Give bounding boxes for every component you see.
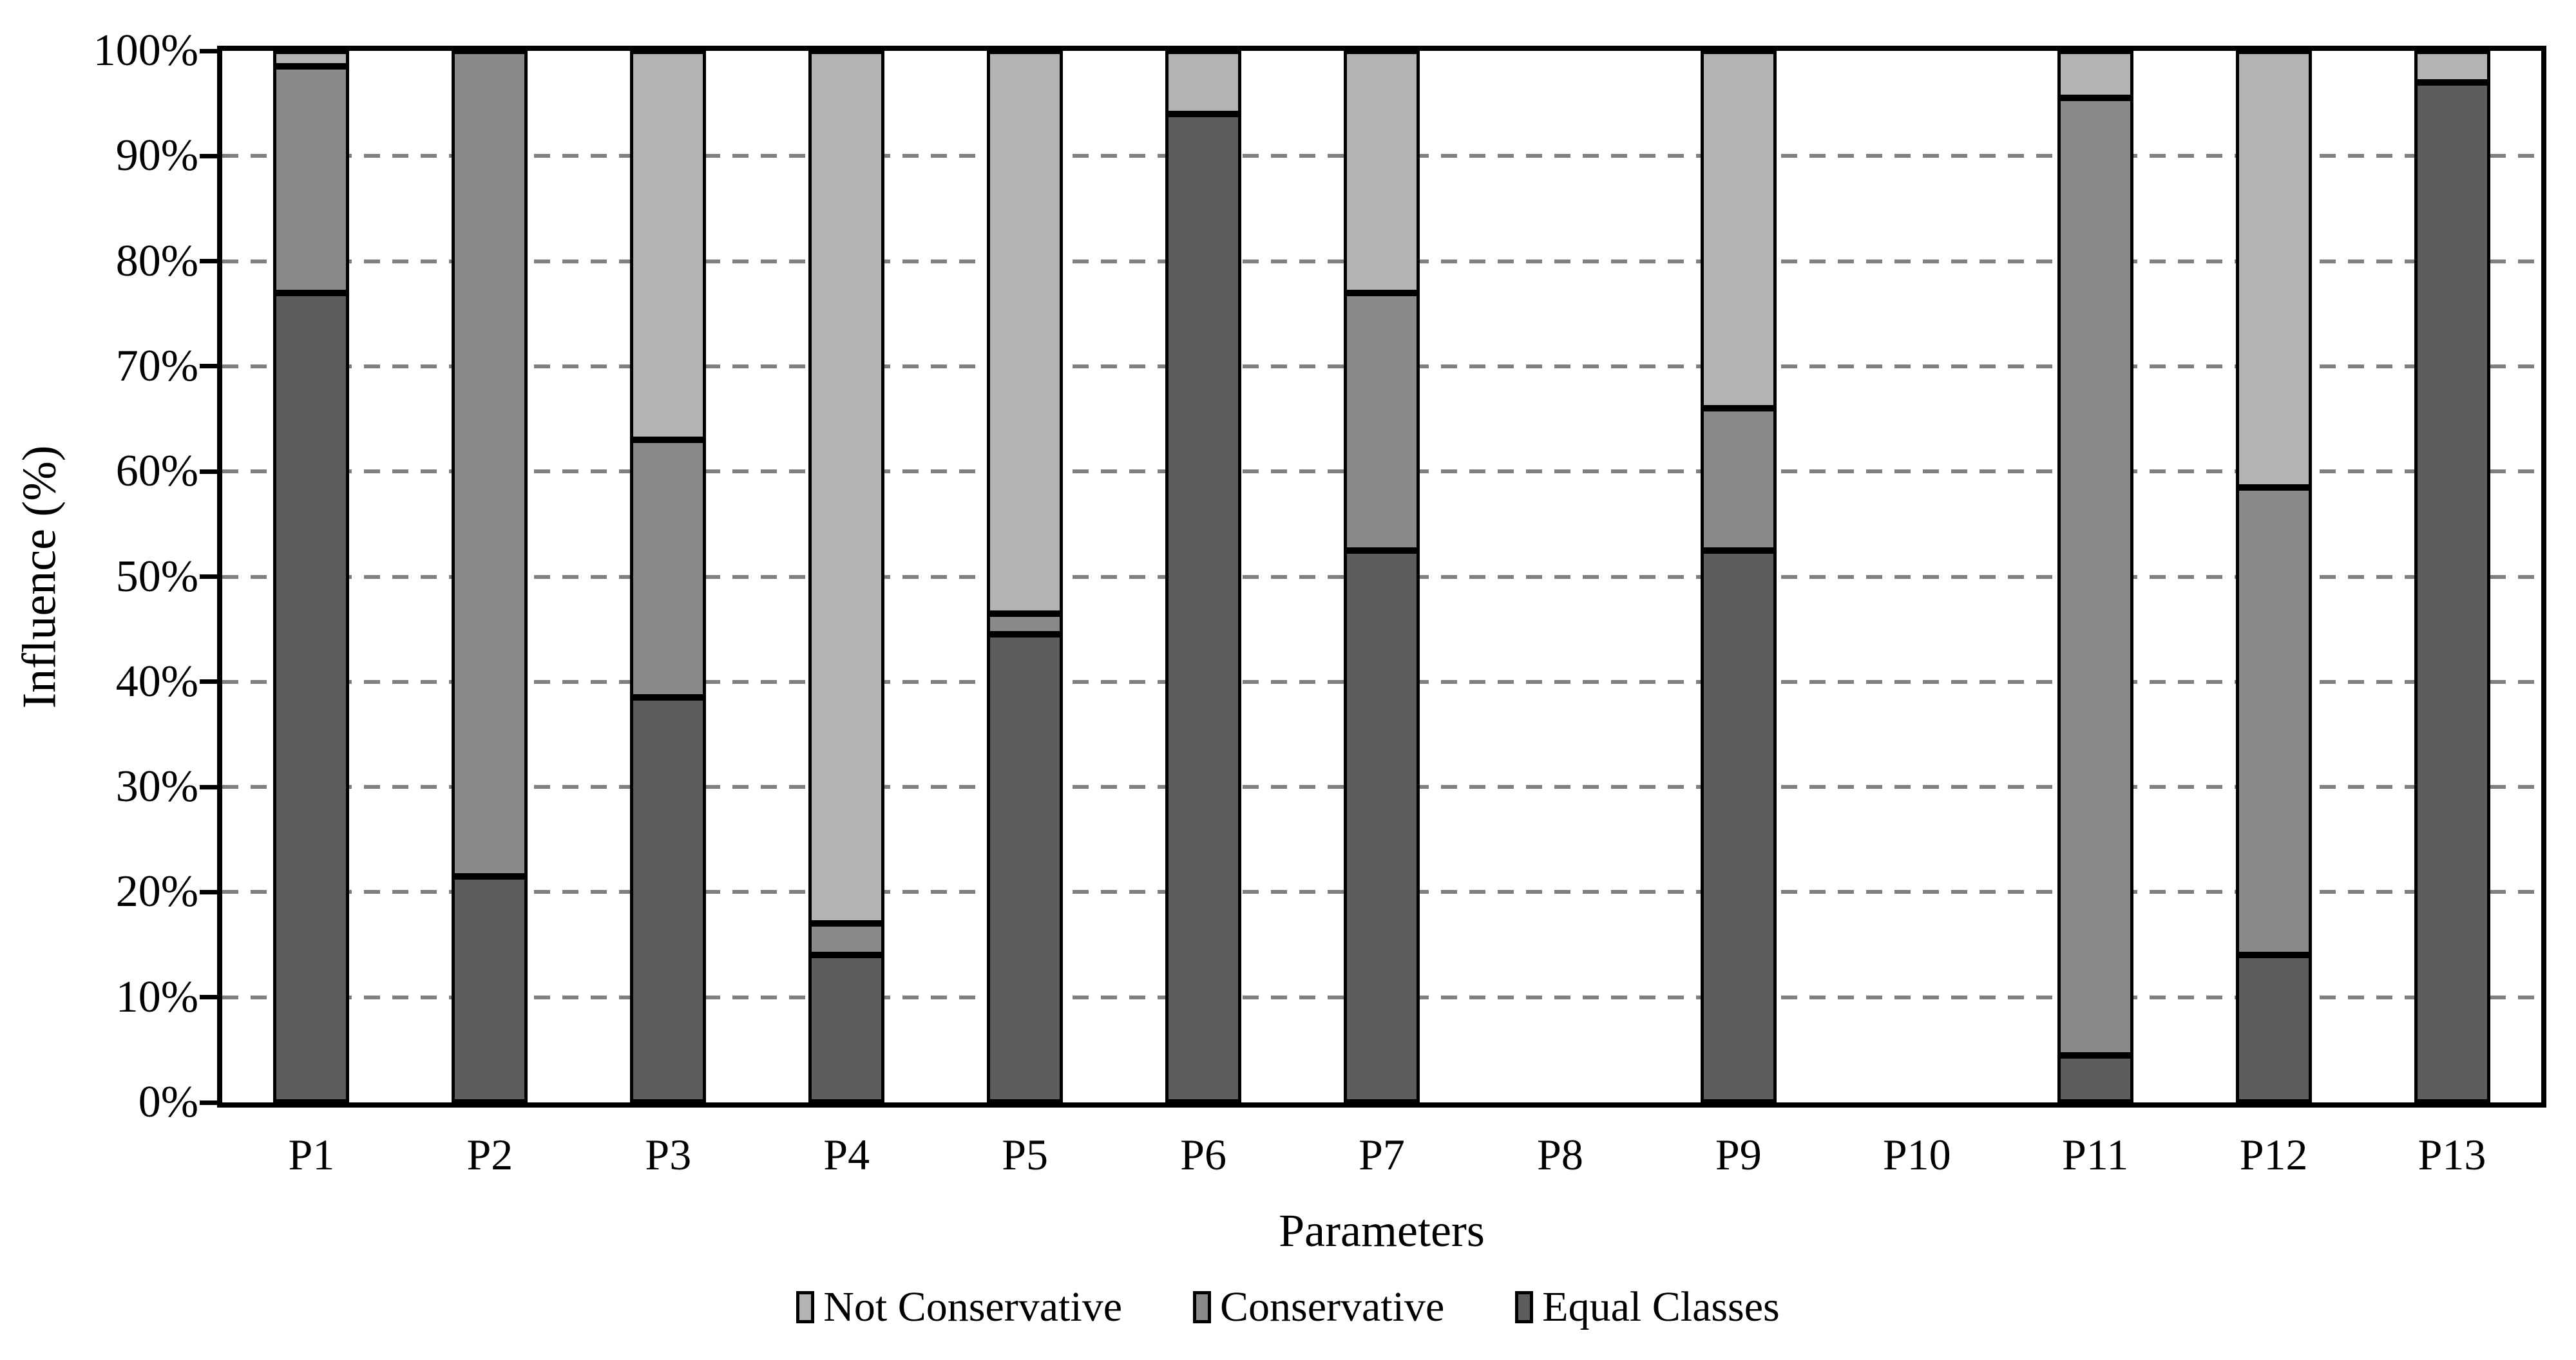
bar-segment-P6-not-conservative xyxy=(1165,51,1242,114)
y-tick-mark-60 xyxy=(200,469,218,474)
x-tick-label-P10: P10 xyxy=(1882,1130,1951,1179)
x-tick-label-P1: P1 xyxy=(288,1130,335,1179)
x-tick-label-P2: P2 xyxy=(466,1130,513,1179)
x-tick-label-P9: P9 xyxy=(1715,1130,1762,1179)
y-tick-label-20: 20% xyxy=(115,867,198,917)
y-tick-mark-50 xyxy=(200,574,218,579)
y-tick-label-70: 70% xyxy=(115,341,198,391)
y-tick-label-60: 60% xyxy=(115,446,198,496)
legend: Not Conservative Conservative Equal Classe… xyxy=(0,1285,2576,1330)
y-tick-mark-20 xyxy=(200,889,218,894)
bar-segment-P13-equal-classes xyxy=(2414,82,2490,1102)
bar-segment-P11-not-conservative xyxy=(2057,51,2133,99)
legend-item-not-conservative: Not Conservative xyxy=(796,1285,1122,1330)
bar-segment-P4-conservative xyxy=(808,923,885,956)
x-tick-label-P7: P7 xyxy=(1359,1130,1405,1179)
bar-segment-P5-equal-classes xyxy=(987,634,1064,1102)
y-tick-mark-10 xyxy=(200,995,218,1000)
bar-segment-P1-conservative xyxy=(273,66,350,293)
bar-segment-P5-conservative xyxy=(987,613,1064,635)
bar-segment-P3-not-conservative xyxy=(630,51,707,440)
bar-segment-P9-not-conservative xyxy=(1700,51,1777,409)
x-tick-label-P6: P6 xyxy=(1180,1130,1226,1179)
bar-segment-P9-equal-classes xyxy=(1700,550,1777,1102)
bar-segment-P11-equal-classes xyxy=(2057,1055,2133,1102)
y-tick-mark-40 xyxy=(200,679,218,685)
y-tick-mark-70 xyxy=(200,364,218,369)
legend-label: Conservative xyxy=(1220,1283,1445,1330)
legend-label: Equal Classes xyxy=(1542,1283,1780,1330)
bar-segment-P7-equal-classes xyxy=(1344,550,1420,1102)
bar-segment-P4-equal-classes xyxy=(808,955,885,1102)
y-tick-mark-0 xyxy=(200,1100,218,1105)
bar-segment-P4-not-conservative xyxy=(808,51,885,924)
y-tick-label-80: 80% xyxy=(115,236,198,286)
y-tick-label-100: 100% xyxy=(93,26,198,75)
bar-segment-P2-conservative xyxy=(452,51,528,876)
bar-segment-P12-equal-classes xyxy=(2235,955,2312,1102)
x-tick-label-P12: P12 xyxy=(2239,1130,2308,1179)
x-tick-label-P5: P5 xyxy=(1002,1130,1049,1179)
bar-segment-P3-conservative xyxy=(630,440,707,698)
legend-swatch-conservative xyxy=(1193,1291,1212,1323)
bar-segment-P1-equal-classes xyxy=(273,292,350,1102)
bar-segment-P7-not-conservative xyxy=(1344,51,1420,293)
bar-segment-P7-conservative xyxy=(1344,292,1420,551)
legend-label: Not Conservative xyxy=(823,1283,1123,1330)
y-tick-label-40: 40% xyxy=(115,656,198,706)
bar-segment-P13-not-conservative xyxy=(2414,51,2490,82)
legend-swatch-equal-classes xyxy=(1515,1291,1534,1323)
bar-segment-P12-not-conservative xyxy=(2235,51,2312,487)
x-tick-label-P8: P8 xyxy=(1537,1130,1583,1179)
bar-segment-P11-conservative xyxy=(2057,98,2133,1055)
bar-segment-P5-not-conservative xyxy=(987,51,1064,614)
y-tick-mark-80 xyxy=(200,259,218,264)
bar-segment-P1-not-conservative xyxy=(273,51,350,67)
legend-swatch-not-conservative xyxy=(796,1291,815,1323)
y-tick-label-30: 30% xyxy=(115,762,198,812)
bar-segment-P3-equal-classes xyxy=(630,697,707,1102)
x-tick-label-P3: P3 xyxy=(645,1130,692,1179)
y-tick-label-10: 10% xyxy=(115,972,198,1022)
x-tick-label-P11: P11 xyxy=(2062,1130,2129,1179)
y-tick-mark-90 xyxy=(200,153,218,158)
plot-area xyxy=(217,46,2546,1108)
bar-segment-P12-conservative xyxy=(2235,487,2312,956)
y-tick-label-0: 0% xyxy=(138,1077,198,1127)
x-tick-label-P13: P13 xyxy=(2418,1130,2486,1179)
y-tick-label-50: 50% xyxy=(115,551,198,601)
x-axis-title: Parameters xyxy=(1279,1205,1485,1256)
bar-segment-P9-conservative xyxy=(1700,408,1777,551)
bar-segment-P6-equal-classes xyxy=(1165,113,1242,1102)
y-tick-mark-30 xyxy=(200,784,218,789)
y-tick-label-90: 90% xyxy=(115,131,198,181)
legend-item-equal-classes: Equal Classes xyxy=(1515,1283,1780,1330)
y-tick-mark-100 xyxy=(200,48,218,53)
legend-item-conservative: Conservative xyxy=(1193,1285,1444,1330)
x-tick-label-P4: P4 xyxy=(823,1130,870,1179)
bar-segment-P2-equal-classes xyxy=(452,876,528,1102)
